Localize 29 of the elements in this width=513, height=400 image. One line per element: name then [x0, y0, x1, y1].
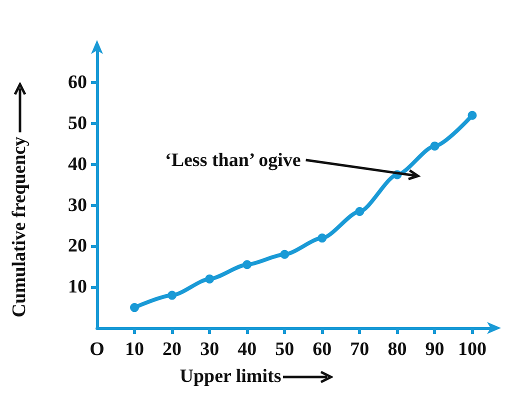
x-tick-label: 90 [425, 339, 444, 360]
point [430, 142, 440, 151]
point [168, 290, 177, 300]
x-tick-label: 30 [200, 339, 220, 360]
x-tick-label: 60 [312, 339, 332, 360]
point [468, 110, 477, 120]
x-axis-title: Upper limits [180, 366, 282, 388]
x-tick-label: 70 [350, 339, 370, 360]
point [130, 303, 140, 312]
x-tick-label: 80 [388, 339, 407, 360]
x-tick-label: 50 [275, 339, 294, 360]
x-tick-label: 40 [238, 339, 257, 360]
annotation: ‘Less than’ ogive [165, 150, 301, 171]
x-tick-label: 100 [458, 339, 486, 360]
y-tick-label: 40 [68, 154, 87, 175]
y-axis-title: Cumulative frequency [9, 136, 31, 318]
y-tick-label: 10 [68, 276, 87, 298]
y-tick-label: 30 [68, 194, 87, 216]
point [280, 250, 290, 259]
x-tick-label: 10 [125, 339, 144, 360]
y-tick-label: 20 [68, 236, 87, 257]
point [355, 206, 364, 216]
point [318, 234, 327, 243]
x-tick-label: O [90, 339, 104, 360]
x-tick-label: 20 [162, 339, 182, 360]
y-tick-label: 60 [68, 72, 87, 94]
point [205, 274, 214, 284]
point [242, 260, 252, 270]
y-tick-label: 50 [68, 113, 87, 134]
